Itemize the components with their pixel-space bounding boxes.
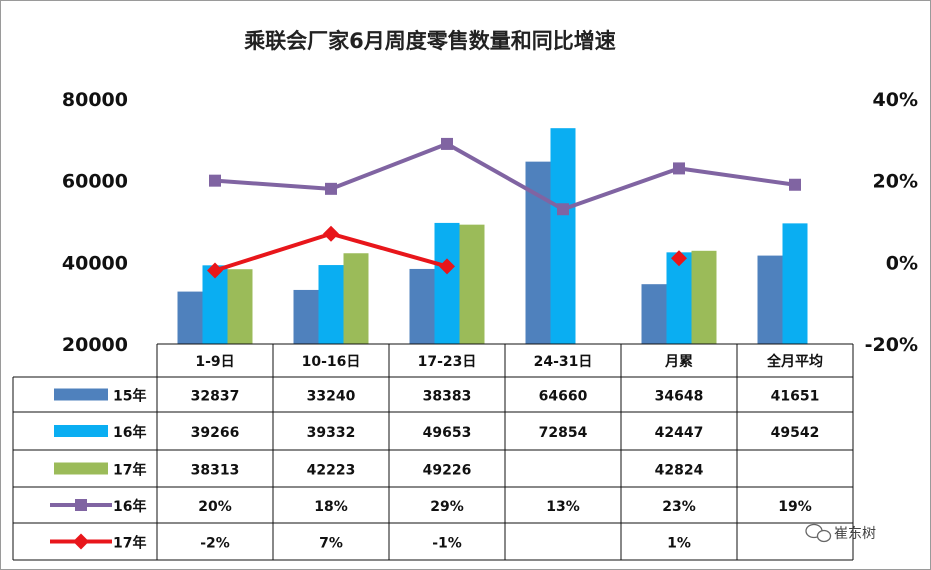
table-cell: 41651 [771, 389, 820, 405]
data-table: 1-9日 10-16日 17-23日 24-31日 月累 全月平均 15年 32837 3324… [12, 343, 854, 561]
point-16 [209, 174, 221, 187]
table-cell: 19% [778, 499, 812, 515]
table-cell: 32837 [191, 389, 240, 405]
table-cell: 38313 [191, 463, 240, 479]
category-label: 24-31日 [534, 354, 593, 370]
table-cell: 34648 [655, 389, 704, 405]
table-cell: 42223 [307, 463, 356, 479]
category-label: 全月平均 [766, 353, 823, 370]
table-cell: 72854 [539, 425, 588, 441]
bar-17 [691, 250, 717, 344]
legend-marker [75, 499, 87, 511]
table-cell: 49653 [423, 425, 472, 441]
category-label: 月累 [664, 354, 693, 370]
table-cell: -2% [200, 536, 230, 552]
point-17 [671, 250, 687, 267]
category-label: 17-23日 [418, 354, 477, 370]
chart-title: 乘联会厂家6月周度零售数量和同比增速 [243, 29, 616, 53]
table-cell: 23% [662, 499, 696, 515]
point-17 [207, 262, 223, 279]
legend-swatch [54, 425, 108, 437]
table-cell: 39266 [191, 425, 240, 441]
point-16 [325, 182, 337, 195]
y-tick-left: 80000 [62, 89, 128, 111]
bar-16 [550, 128, 576, 344]
category-label: 10-16日 [302, 354, 361, 370]
bar-15 [177, 291, 203, 344]
y-tick-right: 0% [886, 252, 918, 274]
table-cell: 33240 [307, 389, 356, 405]
bar-16 [666, 252, 692, 344]
legend-swatch [54, 462, 108, 475]
bar-15 [641, 284, 667, 344]
y-tick-left: 20000 [62, 334, 128, 356]
line-segment-16 [214, 141, 796, 212]
point-17 [323, 225, 339, 242]
point-16 [673, 162, 685, 175]
bar-series [177, 128, 808, 344]
table-cell: 20% [198, 499, 232, 515]
y-tick-right: -20% [865, 334, 918, 356]
y-tick-left: 60000 [62, 171, 128, 193]
watermark-text: 崔东树 [834, 526, 876, 542]
point-16 [557, 203, 569, 216]
line-series [207, 137, 801, 279]
bar-15 [757, 255, 783, 344]
legend-label: 17年 [113, 462, 146, 479]
bar-16 [318, 265, 344, 344]
bar-16 [434, 222, 460, 344]
table-cell: 18% [314, 499, 348, 515]
legend-swatch [54, 388, 108, 401]
legend-label: 15年 [113, 388, 146, 405]
table-cell: 29% [430, 499, 464, 515]
table-cell: 64660 [539, 389, 588, 405]
legend-label: 17年 [113, 535, 146, 552]
y-tick-right: 20% [873, 171, 918, 193]
y-tick-left: 40000 [62, 252, 128, 274]
bar-17 [227, 269, 253, 344]
bar-17 [343, 253, 369, 344]
y-tick-right: 40% [873, 89, 918, 111]
right-y-axis: -20% 0% 20% 40% [865, 89, 918, 356]
table-cell: 7% [319, 536, 343, 552]
bar-17 [459, 224, 485, 344]
table-cell: 42447 [655, 425, 704, 441]
bar-15 [409, 268, 435, 344]
table-cell: 39332 [307, 425, 356, 441]
table-cell: -1% [432, 536, 462, 552]
point-16 [789, 178, 801, 191]
bar-15 [293, 289, 319, 344]
category-label: 1-9日 [195, 354, 234, 370]
legend-label: 16年 [113, 424, 146, 441]
point-16 [441, 137, 453, 150]
table-cell: 1% [667, 536, 691, 552]
legend-marker [73, 533, 89, 550]
table-cell: 49226 [423, 463, 472, 479]
legend-label: 16年 [113, 498, 146, 515]
table-cell: 38383 [423, 389, 472, 405]
table-cell: 13% [546, 499, 580, 515]
watermark: 崔东树 [805, 523, 876, 543]
left-y-axis: 20000 40000 60000 80000 [62, 89, 128, 356]
point-17 [439, 258, 455, 275]
table-cell: 49542 [771, 425, 820, 441]
table-cell: 42824 [655, 463, 704, 479]
wechat-icon [805, 523, 832, 543]
bar-16 [782, 223, 808, 344]
